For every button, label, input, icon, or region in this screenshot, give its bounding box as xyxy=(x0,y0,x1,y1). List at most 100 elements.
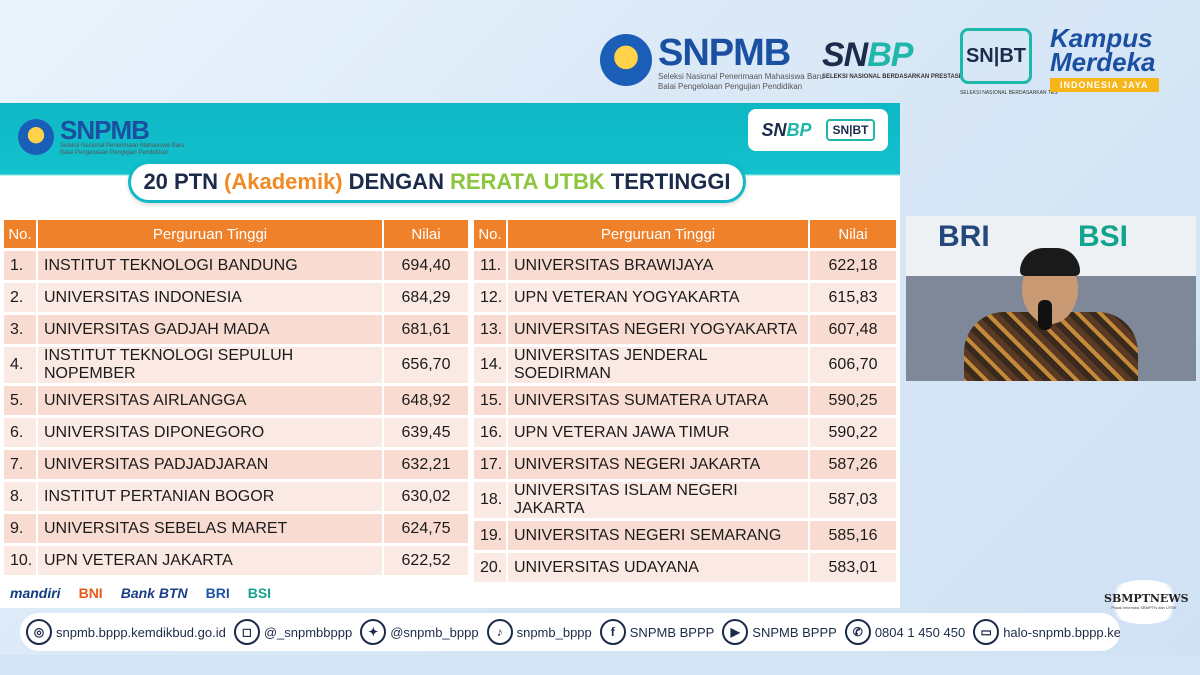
snbp-subtitle: SELEKSI NASIONAL BERDASARKAN PRESTASI xyxy=(822,74,961,80)
table-row: 3. UNIVERSITAS GADJAH MADA 681,61 xyxy=(4,315,468,344)
social-item: ✆ 0804 1 450 450 xyxy=(844,619,965,645)
table-row: 1. INSTITUT TEKNOLOGI BANDUNG 694,40 xyxy=(4,251,468,280)
social-item: ✦ @snpmb_bppp xyxy=(360,619,479,645)
title-part-4: RERATA UTBK xyxy=(449,169,605,194)
cell-no: 20. xyxy=(474,553,508,582)
globe-icon: ◎ xyxy=(26,619,52,645)
cell-no: 2. xyxy=(4,283,38,312)
cell-no: 1. xyxy=(4,251,38,280)
col-header-value: Nilai xyxy=(384,220,468,248)
sponsor-bsi: BSI xyxy=(247,585,272,601)
table-row: 19. UNIVERSITAS NEGERI SEMARANG 585,16 xyxy=(474,521,896,550)
cell-value: 632,21 xyxy=(384,450,468,479)
backdrop-bsi-logo: BSI xyxy=(1078,220,1129,253)
title-part-3: DENGAN xyxy=(348,169,444,194)
slide-snpmb-logo-text: SNPMB xyxy=(60,115,150,145)
kampus-merdeka-line2: Merdeka xyxy=(1050,47,1156,77)
cell-value: 587,03 xyxy=(810,482,896,518)
cell-name: UNIVERSITAS UDAYANA xyxy=(508,553,810,582)
ranking-table-right: No. Perguruan Tinggi Nilai 11. UNIVERSITA… xyxy=(474,217,896,585)
cell-name: UNIVERSITAS ISLAM NEGERI JAKARTA xyxy=(508,482,810,518)
table-row: 4. INSTITUT TEKNOLOGI SEPULUH NOPEMBER 656… xyxy=(4,347,468,383)
cell-no: 15. xyxy=(474,386,508,415)
slide-title: 20 PTN (Akademik) DENGAN RERATA UTBK TER… xyxy=(128,161,746,203)
cell-name: UNIVERSITAS NEGERI YOGYAKARTA xyxy=(508,315,810,344)
cell-name: UPN VETERAN JAWA TIMUR xyxy=(508,418,810,447)
col-header-value: Nilai xyxy=(810,220,896,248)
cell-value: 630,02 xyxy=(384,482,468,511)
cell-name: UNIVERSITAS AIRLANGGA xyxy=(38,386,384,415)
youtube-icon: ▶ xyxy=(722,619,749,645)
cell-no: 10. xyxy=(4,546,38,575)
cell-no: 18. xyxy=(474,482,508,518)
table-row: 7. UNIVERSITAS PADJADJARAN 632,21 xyxy=(4,450,468,479)
cell-name: UNIVERSITAS SUMATERA UTARA xyxy=(508,386,810,415)
slide-snpmb-logo: SNPMB Seleksi Nasional Penerimaan Mahasi… xyxy=(18,117,184,157)
table-row: 8. INSTITUT PERTANIAN BOGOR 630,02 xyxy=(4,482,468,511)
cell-value: 607,48 xyxy=(810,315,896,344)
snbt-logo: SN|BT xyxy=(960,28,1032,84)
col-header-no: No. xyxy=(4,220,38,248)
cell-value: 622,52 xyxy=(384,546,468,575)
kampus-merdeka-line1: Kampus xyxy=(1050,23,1153,53)
social-pill: ◎ snpmb.bppp.kemdikbud.go.id ◻ @_snpmbbppp ✦… xyxy=(20,613,1120,651)
top-logo-strip: SNPMB Seleksi Nasional Penerimaan Mahasi… xyxy=(600,20,1190,100)
cell-name: UPN VETERAN JAKARTA xyxy=(38,546,384,575)
table-row: 17. UNIVERSITAS NEGERI JAKARTA 587,26 xyxy=(474,450,896,479)
kampus-merdeka-tag: INDONESIA JAYA xyxy=(1050,78,1159,92)
cell-name: UNIVERSITAS DIPONEGORO xyxy=(38,418,384,447)
cell-name: UNIVERSITAS NEGERI JAKARTA xyxy=(508,450,810,479)
snbp-logo-text-a: SN xyxy=(822,36,868,74)
bottom-band xyxy=(0,655,1200,675)
snpmb-org: Balai Pengelolaan Pengujian Pendidikan xyxy=(658,82,803,91)
sponsor-bri: BRI xyxy=(205,585,230,601)
social-item: ◎ snpmb.bppp.kemdikbud.go.id xyxy=(26,619,226,645)
slide-snpmb-tagline: Seleksi Nasional Penerimaan Mahasiswa Ba… xyxy=(60,143,185,149)
presenter-hair xyxy=(1020,248,1080,276)
sponsor-btn: Bank BTN xyxy=(120,585,188,601)
watermark-text: SBMPTNEWS xyxy=(1104,592,1189,605)
cell-name: UNIVERSITAS SEBELAS MARET xyxy=(38,514,384,543)
social-bar: ◎ snpmb.bppp.kemdikbud.go.id ◻ @_snpmbbppp ✦… xyxy=(0,612,1200,652)
table-row: 18. UNIVERSITAS ISLAM NEGERI JAKARTA 587,0… xyxy=(474,482,896,518)
table-row: 15. UNIVERSITAS SUMATERA UTARA 590,25 xyxy=(474,386,896,415)
cell-name: INSTITUT TEKNOLOGI SEPULUH NOPEMBER xyxy=(38,347,384,383)
cell-no: 19. xyxy=(474,521,508,550)
slide-snpmb-org: Balai Pengelolaan Pengujian Pendidikan xyxy=(60,150,169,156)
microphone-icon xyxy=(1038,300,1052,330)
backdrop-bri-logo: BRI xyxy=(938,220,990,253)
snbt-subtitle: SELEKSI NASIONAL BERDASARKAN TES xyxy=(960,90,1058,96)
slide-badge-box: SNBP SN|BT xyxy=(748,109,888,151)
cell-value: 606,70 xyxy=(810,347,896,383)
social-text: snpmb_bppp xyxy=(516,624,592,640)
title-part-1: 20 PTN xyxy=(143,169,219,194)
cell-value: 684,29 xyxy=(384,283,468,312)
social-item: f SNPMB BPPP xyxy=(599,619,714,645)
snbp-logo-text-b: BP xyxy=(867,36,913,74)
col-header-name: Perguruan Tinggi xyxy=(38,220,384,248)
table-row: 2. UNIVERSITAS INDONESIA 684,29 xyxy=(4,283,468,312)
cell-name: UNIVERSITAS NEGERI SEMARANG xyxy=(508,521,810,550)
cell-name: UNIVERSITAS BRAWIJAYA xyxy=(508,251,810,280)
cell-no: 12. xyxy=(474,283,508,312)
table-row: 6. UNIVERSITAS DIPONEGORO 639,45 xyxy=(4,418,468,447)
snpmb-logo-text: SNPMB xyxy=(658,32,791,74)
slide-snbt-badge: SN|BT xyxy=(826,119,875,141)
cell-value: 583,01 xyxy=(810,553,896,582)
cell-no: 16. xyxy=(474,418,508,447)
title-part-2: (Akademik) xyxy=(224,169,343,194)
cell-no: 4. xyxy=(4,347,38,383)
cell-name: UNIVERSITAS GADJAH MADA xyxy=(38,315,384,344)
col-header-name: Perguruan Tinggi xyxy=(508,220,810,248)
snpmb-logo: SNPMB Seleksi Nasional Penerimaan Mahasi… xyxy=(600,34,824,92)
slide-snbp-badge: SNBP xyxy=(761,119,812,140)
ranking-table-left: No. Perguruan Tinggi Nilai 1. INSTITUT TE… xyxy=(4,217,468,578)
laptop-icon: ▭ xyxy=(973,619,1000,645)
watermark-subtext: Pusat Informasi SBMPTN dan UTBK xyxy=(1111,605,1177,610)
social-text: SNPMB BPPP xyxy=(752,624,837,640)
facebook-icon: f xyxy=(599,619,626,645)
cell-value: 615,83 xyxy=(810,283,896,312)
presentation-slide: SNPMB Seleksi Nasional Penerimaan Mahasi… xyxy=(0,103,900,608)
cell-no: 6. xyxy=(4,418,38,447)
cell-value: 585,16 xyxy=(810,521,896,550)
